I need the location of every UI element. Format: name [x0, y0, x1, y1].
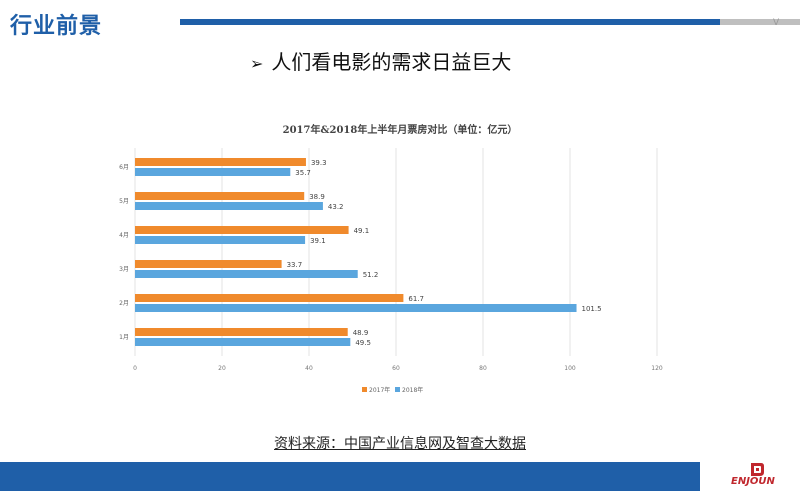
- x-tick-label: 60: [392, 365, 400, 372]
- footer-bar: [0, 462, 700, 491]
- bar: [135, 260, 282, 268]
- x-tick-label: 100: [564, 365, 576, 372]
- bar: [135, 226, 349, 234]
- data-label: 43.2: [328, 203, 344, 211]
- bar: [135, 270, 358, 278]
- category-label: 4月: [119, 232, 129, 239]
- category-label: 1月: [119, 334, 129, 341]
- data-label: 33.7: [287, 261, 303, 269]
- data-label: 35.7: [295, 169, 311, 177]
- data-label: 49.1: [354, 227, 370, 235]
- legend-swatch: [395, 387, 400, 392]
- legend-swatch: [362, 387, 367, 392]
- headline-text: 人们看电影的需求日益巨大: [271, 50, 512, 74]
- bar: [135, 158, 306, 166]
- header-bar-gray: [720, 19, 800, 25]
- logo-text: ENJOUN: [731, 476, 775, 487]
- bar: [135, 168, 291, 176]
- x-tick-label: 80: [479, 365, 487, 372]
- bar: [135, 338, 351, 346]
- header-mark: V: [773, 18, 780, 28]
- legend-label: 2018年: [402, 386, 423, 394]
- bar-chart: 2017年&2018年上半年月票房对比（单位：亿元） 0 20 40 60 80 100 12…: [119, 123, 663, 394]
- bar: [135, 294, 404, 302]
- bar: [135, 192, 305, 200]
- chart-title: 2017年&2018年上半年月票房对比（单位：亿元）: [283, 123, 518, 136]
- x-tick-label: 0: [133, 365, 137, 372]
- data-label: 39.3: [311, 159, 327, 167]
- data-label: 101.5: [582, 305, 602, 313]
- category-label: 3月: [119, 266, 129, 273]
- data-label: 49.5: [355, 339, 371, 347]
- x-tick-label: 120: [651, 365, 663, 372]
- bar: [135, 304, 577, 312]
- bar: [135, 202, 323, 210]
- data-label: 51.2: [363, 271, 379, 279]
- headline: ➢ 人们看电影的需求日益巨大: [250, 46, 511, 75]
- x-tick-label: 20: [218, 365, 226, 372]
- bar: [135, 328, 348, 336]
- x-tick-label: 40: [305, 365, 313, 372]
- page-title: 行业前景: [10, 14, 103, 39]
- logo-icon: [751, 463, 764, 476]
- arrow-bullet-icon: ➢: [250, 54, 264, 73]
- category-label: 2月: [119, 300, 129, 307]
- source-note[interactable]: 资料来源：中国产业信息网及智查大数据: [274, 436, 526, 452]
- data-label: 61.7: [408, 295, 424, 303]
- category-label: 6月: [119, 164, 129, 171]
- data-label: 38.9: [309, 193, 325, 201]
- bar: [135, 236, 306, 244]
- data-label: 48.9: [353, 329, 369, 337]
- data-label: 39.1: [310, 237, 326, 245]
- category-label: 5月: [119, 198, 129, 205]
- header-bar: [180, 19, 720, 25]
- legend-label: 2017年: [369, 386, 390, 394]
